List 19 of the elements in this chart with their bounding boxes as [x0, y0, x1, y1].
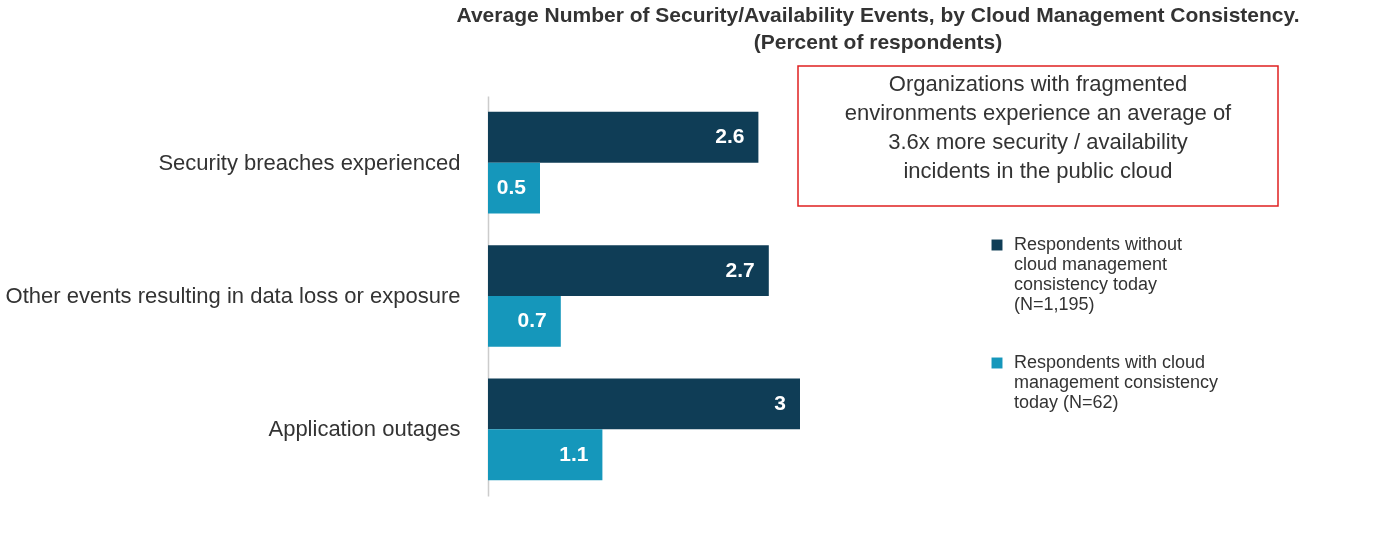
data-label: 1.1 — [559, 441, 589, 465]
text: (Percent of respondents) — [753, 30, 1003, 54]
y-tick-label: Other events resulting in data loss or exposure — [5, 283, 461, 308]
bar — [488, 429, 603, 481]
data-label: 2.7 — [725, 257, 755, 281]
text: Average Number of Security/Availability Events, by Cloud Management Consistency. — [456, 3, 1300, 27]
y-tick-label: Application outages — [268, 416, 461, 442]
data-label: 3 — [774, 390, 786, 414]
bar — [488, 296, 561, 347]
data-label: 2.6 — [715, 124, 745, 148]
text: Organizations with fragmented environments experience an average of 3.6x more security / availability incidents in the public cloud — [844, 71, 1233, 183]
bar — [488, 245, 769, 296]
bar — [488, 378, 800, 430]
data-label: 0.7 — [517, 308, 547, 332]
legend-label: Respondents without cloud management consistency today (N=1,195) — [1014, 234, 1183, 314]
legend-label: Respondents with cloud management consistency today (N=62) — [1014, 352, 1219, 412]
data-label: 0.5 — [496, 175, 527, 199]
y-tick-label: Security breaches experienced — [158, 149, 461, 175]
bar — [488, 111, 759, 163]
